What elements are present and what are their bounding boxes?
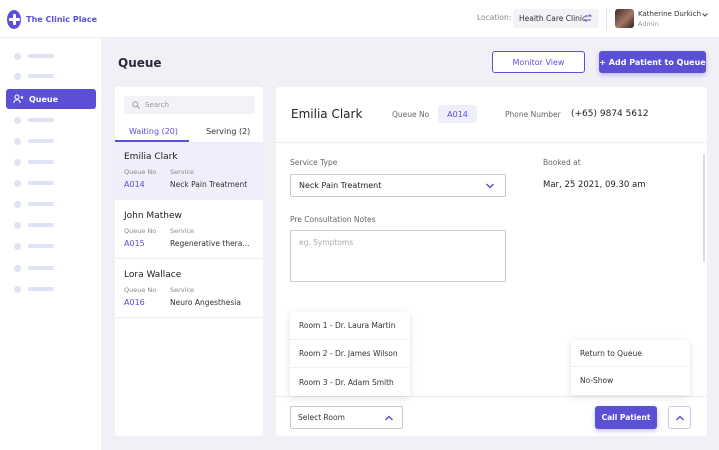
location-label: Location: [477,13,512,22]
app-name: The Clinic Place [26,14,97,24]
add-patient-button[interactable]: + Add Patient to Queue [599,51,706,73]
page-title: Queue [118,56,162,70]
sidebar-item[interactable] [14,137,54,145]
room-option[interactable]: Room 1 - Dr. Laura Martin [290,312,410,340]
search-placeholder: Search [145,101,170,109]
sidebar-item[interactable] [14,264,54,272]
sidebar-item[interactable] [14,158,54,166]
phone-number: (+65) 9874 5612 [571,109,649,119]
room-dropdown-menu: Room 1 - Dr. Laura Martin Room 2 - Dr. J… [290,312,410,396]
list-item[interactable]: Emilia Clark Queue No Service A014 Neck … [115,143,263,200]
scrollbar[interactable] [703,154,705,262]
notes-label: Pre Consultation Notes [290,215,376,224]
patient-name: Lora Wallace [124,270,182,280]
booked-at-value: Mar, 25 2021, 09.30 am [543,180,646,190]
sidebar-item[interactable] [14,52,54,60]
room-option[interactable]: Room 3 - Dr. Adam Smith [299,377,394,387]
tab-serving[interactable]: Serving (2) [206,127,251,136]
plus-icon [7,9,22,29]
sidebar-item[interactable] [14,285,54,293]
monitor-view-button[interactable]: Monitor View [492,51,585,73]
swap-icon [583,13,593,25]
queue-number: A016 [124,298,145,307]
active-tab-indicator [115,140,189,142]
user-icon [13,94,24,104]
queue-number: A014 [124,180,145,189]
queue-number-badge: A014 [438,105,477,123]
chevron-up-icon [675,415,684,420]
top-bar: The Clinic Place Location: Health Care C… [0,0,719,38]
select-room-label: Select Room [298,413,345,422]
sidebar-item-label: Queue [29,94,59,104]
footer-divider [276,396,707,397]
notes-placeholder: eg. Symptoms [299,238,354,247]
service-type-value: Neck Pain Treatment [299,181,382,190]
sidebar-item[interactable] [14,116,54,124]
queue-list-panel: Search Waiting (20) Serving (2) Emilia C… [115,87,263,436]
avatar[interactable] [615,9,634,28]
patient-name: John Mathew [124,211,182,221]
sidebar-item[interactable] [14,72,54,80]
sidebar-item[interactable] [14,221,54,229]
booked-at-label: Booked at [543,158,581,167]
queue-no-label: Queue No [124,286,157,294]
service-label: Service [170,227,195,235]
location-value: Health Care Clinic [519,14,587,23]
no-show-option[interactable]: No-Show [580,376,614,385]
queue-no-label: Queue No [124,227,157,235]
chevron-up-icon [385,415,393,421]
patient-name: Emilia Clark [124,152,178,162]
select-room-dropdown[interactable]: Select Room [290,406,403,429]
service-label: Service [170,286,195,294]
divider [276,142,707,143]
sidebar-item[interactable] [14,200,54,208]
queue-no-label: Queue No [124,168,157,176]
service-name: Regenerative thera... [170,239,250,248]
service-name: Neck Pain Treatment [170,180,248,189]
service-type-select[interactable]: Neck Pain Treatment [290,174,506,197]
call-patient-button[interactable]: Call Patient [595,406,657,429]
app-logo[interactable]: The Clinic Place [7,7,97,31]
sidebar-item-queue[interactable]: Queue [6,89,96,109]
user-name: Katherine Durkich [638,10,702,18]
tab-divider [115,142,263,143]
search-icon [132,101,140,109]
queue-number: A015 [124,239,145,248]
sidebar-item[interactable] [14,242,54,250]
more-actions-button[interactable] [668,406,691,429]
service-label: Service [170,168,195,176]
list-item[interactable]: Lora Wallace Queue No Service A016 Neuro… [115,261,263,318]
service-name: Neuro Angesthesia [170,298,241,307]
room-option[interactable]: Room 2 - Dr. James Wilson [290,340,410,368]
return-to-queue-option[interactable]: Return to Queue [571,340,690,367]
actions-menu: Return to Queue No-Show [571,340,690,395]
chevron-down-icon [486,183,494,189]
location-selector[interactable]: Health Care Clinic [513,9,599,28]
list-item[interactable]: John Mathew Queue No Service A015 Regene… [115,202,263,259]
sidebar-item[interactable] [14,179,54,187]
phone-label: Phone Number [505,110,561,119]
queue-no-label: Queue No [392,110,430,119]
user-role: Admin [638,20,659,28]
chevron-down-icon[interactable] [701,11,709,22]
notes-textarea[interactable]: eg. Symptoms [290,230,506,282]
header-divider [606,8,607,30]
tab-waiting[interactable]: Waiting (20) [129,127,178,136]
patient-name-heading: Emilia Clark [291,107,363,121]
service-type-label: Service Type [290,158,338,167]
search-input[interactable]: Search [124,96,255,114]
